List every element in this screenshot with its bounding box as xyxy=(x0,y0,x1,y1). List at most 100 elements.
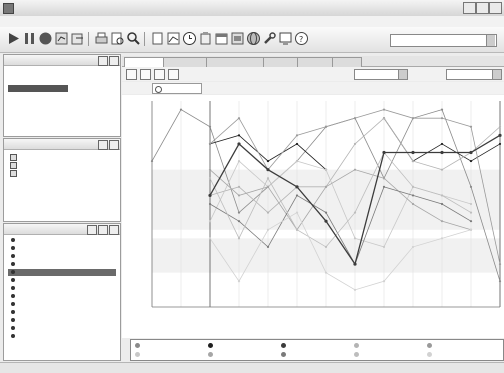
play-icon[interactable] xyxy=(6,31,21,46)
preview-icon[interactable] xyxy=(110,31,125,46)
data-point xyxy=(382,280,386,283)
site-list-item[interactable] xyxy=(8,269,116,276)
site-list-item[interactable] xyxy=(8,245,116,252)
document-icon[interactable] xyxy=(150,31,165,46)
add-icon[interactable] xyxy=(98,56,108,66)
data-point xyxy=(469,185,473,188)
list-item[interactable] xyxy=(8,69,108,76)
tab-search-engine-rank[interactable] xyxy=(206,57,264,67)
data-point xyxy=(440,142,444,146)
calendar-icon[interactable] xyxy=(214,31,229,46)
site-list-item[interactable] xyxy=(8,317,116,324)
project-select[interactable] xyxy=(390,34,497,47)
stop-icon[interactable] xyxy=(38,31,53,46)
site-list-item[interactable] xyxy=(8,325,116,332)
clipboard-icon[interactable] xyxy=(198,31,213,46)
globe-icon[interactable] xyxy=(246,31,261,46)
legend-swatch xyxy=(354,343,359,348)
site-list-item[interactable] xyxy=(8,333,116,340)
filter-row xyxy=(122,82,504,94)
add-icon[interactable] xyxy=(98,225,108,235)
search-engine-item[interactable] xyxy=(10,161,110,169)
minimize-button[interactable] xyxy=(463,2,476,14)
grid-view-icon[interactable] xyxy=(140,69,151,80)
data-point xyxy=(324,168,328,171)
search-engines-pane-header xyxy=(4,139,120,150)
sites-list xyxy=(8,237,116,357)
edit-icon[interactable] xyxy=(109,225,119,235)
rank-chart xyxy=(122,95,504,338)
legend-swatch xyxy=(354,352,359,357)
bullet-icon xyxy=(11,302,15,306)
search-icon[interactable] xyxy=(87,225,97,235)
date-range-select[interactable] xyxy=(446,69,502,80)
edit-icon[interactable] xyxy=(109,56,119,66)
data-point xyxy=(440,108,444,111)
close-button[interactable] xyxy=(489,2,502,14)
checkbox-icon[interactable] xyxy=(10,170,17,177)
data-point xyxy=(324,125,328,128)
chart-icon[interactable] xyxy=(166,31,181,46)
site-list-item[interactable] xyxy=(8,301,116,308)
site-list-item[interactable] xyxy=(8,253,116,260)
chevron-down-icon xyxy=(486,35,495,46)
data-point xyxy=(411,245,415,249)
checkbox-icon[interactable] xyxy=(10,162,17,169)
tab-history[interactable] xyxy=(332,57,362,67)
search-icon[interactable] xyxy=(126,31,141,46)
data-point xyxy=(440,237,444,240)
edit-icon[interactable] xyxy=(109,140,119,150)
data-point xyxy=(295,159,299,163)
data-point xyxy=(382,245,386,249)
data-point xyxy=(237,117,241,120)
chart-view-icon[interactable] xyxy=(154,69,165,80)
chevron-down-icon xyxy=(398,70,407,79)
list-item[interactable] xyxy=(8,77,108,84)
data-point xyxy=(237,211,241,214)
data-point xyxy=(469,125,473,128)
tab-top-sites[interactable] xyxy=(263,57,298,67)
data-point xyxy=(295,185,299,189)
checkbox-icon[interactable] xyxy=(10,154,17,161)
maximize-button[interactable] xyxy=(476,2,489,14)
series-line xyxy=(209,169,472,231)
site-list-item[interactable] xyxy=(8,309,116,316)
app-icon xyxy=(3,3,14,14)
data-point xyxy=(469,220,473,223)
pause-icon[interactable] xyxy=(22,31,37,46)
export-icon[interactable] xyxy=(70,31,85,46)
data-point xyxy=(469,211,473,214)
tab-keyword-rank[interactable] xyxy=(163,57,207,67)
clock-icon[interactable] xyxy=(182,31,197,46)
export-icon[interactable] xyxy=(168,69,179,80)
print-icon[interactable] xyxy=(94,31,109,46)
help-icon[interactable]: ? xyxy=(294,31,309,46)
websites-pane-header xyxy=(4,55,120,66)
monitor-icon[interactable] xyxy=(278,31,293,46)
database-icon[interactable] xyxy=(230,31,245,46)
search-icon[interactable] xyxy=(98,140,108,150)
data-point xyxy=(411,150,415,155)
bullet-icon xyxy=(11,238,15,242)
data-point xyxy=(440,150,444,155)
report-icon[interactable] xyxy=(54,31,69,46)
site-list-item[interactable] xyxy=(8,261,116,268)
sites-pane xyxy=(3,223,121,361)
site-list-item[interactable] xyxy=(8,237,116,244)
position-ranges-select[interactable] xyxy=(354,69,408,80)
list-view-icon[interactable] xyxy=(126,69,137,80)
search-engine-item[interactable] xyxy=(10,169,110,177)
search-engine-item[interactable] xyxy=(10,153,110,161)
site-list-item[interactable] xyxy=(8,277,116,284)
series-line xyxy=(209,212,472,291)
site-list-item[interactable] xyxy=(8,293,116,300)
tab-keywords[interactable] xyxy=(297,57,333,67)
chart-legend xyxy=(130,339,504,361)
wrench-icon[interactable] xyxy=(262,31,277,46)
site-list-item[interactable] xyxy=(8,285,116,292)
filter-input[interactable] xyxy=(152,83,202,94)
data-point xyxy=(237,159,241,163)
toolbar: ? xyxy=(0,27,504,53)
legend-swatch xyxy=(208,352,213,357)
list-item-selected[interactable] xyxy=(8,85,68,92)
